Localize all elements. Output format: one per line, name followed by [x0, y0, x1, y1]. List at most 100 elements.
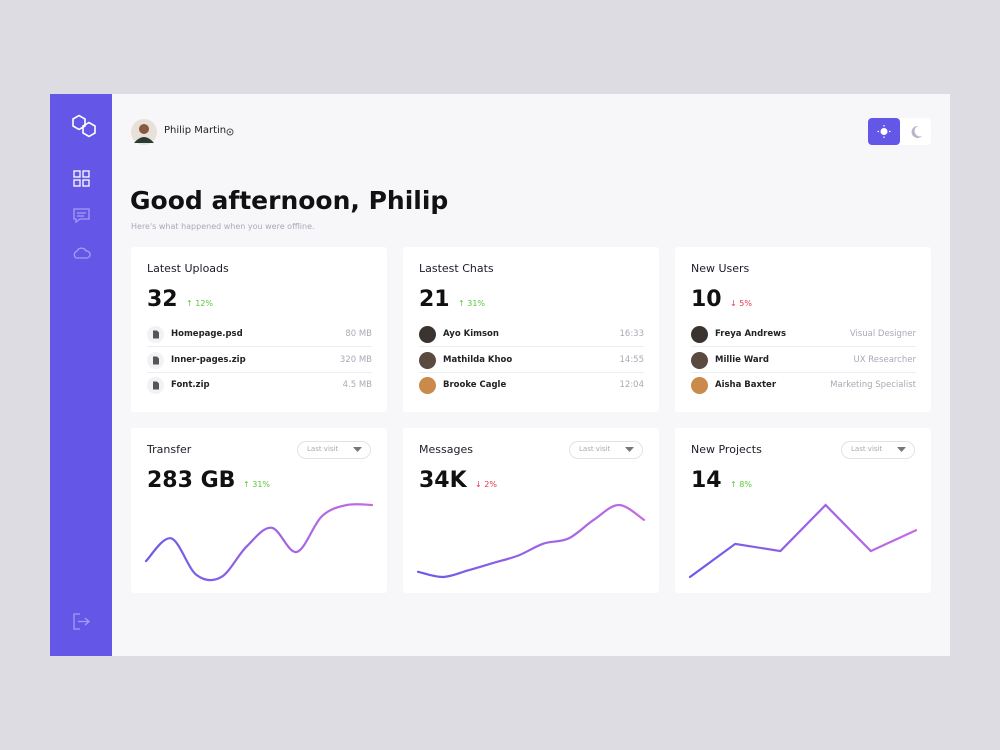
avatar — [691, 351, 708, 369]
sun-icon — [880, 128, 888, 135]
card-value: 32 — [147, 287, 178, 312]
filter-dropdown[interactable]: Last visit — [297, 441, 371, 459]
chart-card: Transfer Last visit 283 GB ↑ 31% — [131, 428, 387, 593]
dropdown-caret — [353, 447, 362, 452]
card-change: ↑ 8% — [730, 480, 752, 489]
item-meta: Visual Designer — [849, 329, 916, 339]
trend-line — [688, 503, 918, 579]
sun-rays — [877, 125, 891, 138]
divider — [147, 346, 372, 347]
chart-card: New Projects Last visit 14 ↑ 8% — [675, 428, 931, 593]
file-icon — [147, 377, 164, 394]
divider — [419, 371, 644, 373]
item-name: Brooke Cagle — [443, 380, 507, 390]
card-value: 10 — [691, 287, 722, 312]
item-meta: UX Researcher — [853, 354, 916, 365]
file-glyph — [153, 381, 159, 390]
filter-dropdown[interactable]: Last visit — [841, 441, 915, 459]
file-icon — [147, 351, 164, 369]
list-row[interactable]: Brooke Cagle 12:04 — [419, 373, 644, 398]
item-meta: Marketing Specialist — [830, 380, 916, 390]
card-change: ↓ 2% — [475, 480, 497, 489]
settings-icon[interactable] — [226, 128, 234, 136]
avatar — [691, 326, 708, 343]
stat-card: Latest Uploads 32 ↑ 12% Homepage.psd 80 MB In… — [131, 247, 387, 412]
avatar — [419, 377, 436, 394]
card-value: 34K — [419, 468, 467, 493]
stat-card: New Users 10 ↓ 5% Freya Andrews Visual Desig… — [675, 247, 931, 412]
card-title: Messages — [419, 443, 473, 456]
filter-label: Last visit — [307, 445, 339, 453]
chart-card: Messages Last visit 34K ↓ 2% — [403, 428, 659, 593]
item-name: Ayo Kimson — [443, 329, 499, 339]
theme-toggle — [868, 118, 931, 145]
filter-label: Last visit — [579, 445, 611, 453]
item-name: Freya Andrews — [715, 329, 787, 339]
cloud-icon[interactable] — [73, 247, 91, 259]
list-row[interactable]: Mathilda Khoo 14:55 — [419, 348, 644, 373]
trend-line — [416, 503, 646, 579]
card-title: Latest Uploads — [147, 262, 229, 275]
card-change: ↑ 31% — [243, 480, 271, 489]
item-name: Font.zip — [171, 380, 210, 390]
card-title: Lastest Chats — [419, 262, 494, 275]
item-meta: 4.5 MB — [342, 380, 372, 390]
card-change: ↑ 31% — [458, 299, 486, 308]
item-meta: 16:33 — [619, 329, 645, 339]
item-name: Aisha Baxter — [715, 380, 777, 390]
card-value: 283 GB — [147, 468, 236, 493]
trend-line — [144, 503, 374, 582]
list-row[interactable]: Freya Andrews Visual Designer — [691, 322, 916, 347]
item-name: Homepage.psd — [171, 329, 243, 339]
dropdown-caret — [897, 447, 906, 452]
divider — [691, 346, 916, 347]
greeting-subtitle: Here's what happened when you were offli… — [131, 222, 315, 231]
avatar — [419, 351, 436, 369]
card-change: ↓ 5% — [730, 299, 752, 308]
card-title: New Projects — [691, 443, 762, 456]
filter-label: Last visit — [851, 445, 883, 453]
item-meta: 14:55 — [619, 354, 645, 365]
item-name: Mathilda Khoo — [443, 354, 513, 365]
user-avatar[interactable] — [130, 118, 158, 146]
list-row[interactable]: Ayo Kimson 16:33 — [419, 322, 644, 347]
item-meta: 12:04 — [619, 380, 645, 390]
item-meta: 320 MB — [339, 354, 372, 365]
stat-card: Lastest Chats 21 ↑ 31% Ayo Kimson 16:33 Mathi… — [403, 247, 659, 412]
list-row[interactable]: Homepage.psd 80 MB — [147, 322, 372, 347]
item-name: Millie Ward — [715, 354, 769, 365]
avatar — [419, 326, 436, 343]
divider — [147, 371, 372, 373]
list-row[interactable]: Inner-pages.zip 320 MB — [147, 348, 372, 373]
card-change: ↑ 12% — [186, 299, 214, 308]
item-meta: 80 MB — [345, 329, 372, 339]
card-value: 21 — [419, 287, 450, 312]
sidebar — [50, 94, 112, 656]
card-value: 14 — [691, 468, 722, 493]
greeting-title: Good afternoon, Philip — [130, 186, 449, 215]
file-icon — [147, 326, 164, 343]
file-glyph — [153, 356, 159, 364]
dark-mode-button[interactable] — [911, 125, 922, 138]
dashboard-icon[interactable] — [73, 170, 90, 187]
messages-icon[interactable] — [73, 208, 90, 224]
file-glyph — [153, 330, 159, 339]
list-row[interactable]: Font.zip 4.5 MB — [147, 373, 372, 398]
user-name[interactable]: Philip Martin — [164, 125, 227, 136]
theme-toggle-icons — [868, 118, 922, 145]
filter-dropdown[interactable]: Last visit — [569, 441, 643, 459]
avatar — [691, 377, 708, 394]
item-name: Inner-pages.zip — [171, 354, 246, 365]
card-title: Transfer — [147, 443, 192, 456]
divider — [419, 346, 644, 347]
logout-icon[interactable] — [73, 613, 90, 630]
card-title: New Users — [691, 262, 750, 275]
dropdown-caret — [625, 447, 634, 452]
list-row[interactable]: Millie Ward UX Researcher — [691, 348, 916, 373]
logo[interactable] — [72, 114, 96, 138]
list-row[interactable]: Aisha Baxter Marketing Specialist — [691, 373, 916, 398]
sidebar-icons — [72, 114, 96, 630]
divider — [691, 371, 916, 373]
